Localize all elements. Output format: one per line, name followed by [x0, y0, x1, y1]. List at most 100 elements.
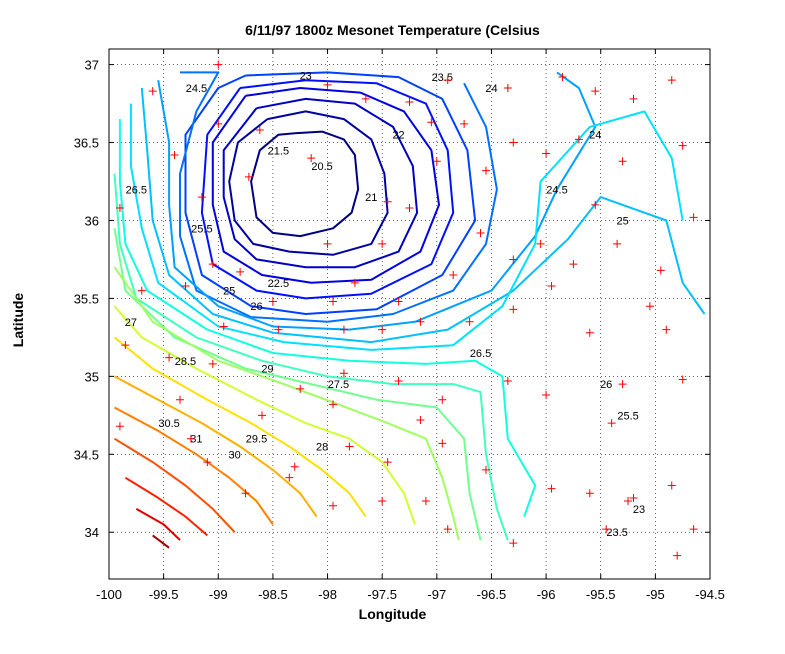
station-marker [421, 497, 430, 506]
x-axis-label: Longitude [358, 606, 427, 622]
y-tick-label: 35 [85, 369, 99, 384]
x-tick-label: -98 [318, 587, 337, 602]
station-marker [607, 419, 616, 428]
station-marker [296, 384, 305, 393]
y-tick-label: 35.5 [74, 291, 99, 306]
station-marker [115, 204, 124, 212]
contour-label: 29.5 [246, 434, 267, 446]
station-marker [427, 118, 436, 127]
plot-area-frame [108, 48, 711, 580]
contour-label: 20.5 [311, 161, 332, 173]
contour-line-27 [113, 266, 460, 541]
contour-line-29 [114, 406, 274, 525]
station-marker [244, 172, 253, 181]
station-marker [476, 228, 485, 237]
contour-label: 23 [300, 71, 312, 83]
contour-label: 23 [633, 504, 645, 516]
station-marker [394, 377, 403, 386]
station-marker [547, 281, 556, 290]
contour-label: 24.5 [186, 83, 207, 95]
contour-line-30-5 [135, 508, 181, 541]
station-marker [257, 411, 266, 420]
x-tick-label: -97 [427, 587, 446, 602]
station-marker [181, 281, 190, 290]
y-tick-label: 34.5 [74, 447, 99, 462]
station-marker [509, 255, 518, 264]
station-marker [645, 302, 654, 311]
station-marker [236, 267, 245, 276]
station-marker [394, 297, 403, 306]
station-marker [307, 154, 316, 163]
station-marker [290, 462, 299, 471]
contour-line-20-5 [250, 130, 360, 238]
station-marker [667, 481, 676, 490]
plot-area-background [109, 49, 710, 579]
station-marker [329, 297, 338, 306]
station-marker [542, 391, 551, 400]
station-marker [662, 325, 671, 334]
station-marker [339, 369, 348, 378]
station-marker [689, 525, 698, 534]
station-marker [405, 98, 414, 106]
contour-label: 26.5 [126, 184, 147, 196]
station-marker [542, 149, 551, 158]
station-marker [186, 434, 195, 443]
x-tick-label: -99 [209, 587, 228, 602]
station-marker [536, 239, 545, 248]
contour-label: 22 [392, 130, 404, 142]
station-marker [443, 76, 452, 85]
station-marker [383, 458, 392, 467]
contour-line-30 [124, 476, 208, 537]
station-marker [176, 395, 185, 404]
station-marker [416, 416, 425, 424]
station-marker [673, 551, 682, 560]
contour-label: 30.5 [158, 418, 179, 430]
station-marker [361, 94, 370, 103]
contour-line-23 [184, 71, 477, 315]
station-marker [503, 377, 512, 386]
contour-label: 23.5 [432, 72, 453, 84]
y-tick-label: 34 [85, 525, 99, 540]
station-marker [618, 380, 627, 389]
station-marker [241, 489, 250, 498]
station-marker [383, 197, 392, 206]
station-marker [339, 325, 348, 334]
station-marker [350, 278, 359, 287]
contour-lines [113, 71, 706, 549]
x-tick-label: -96 [537, 587, 556, 602]
station-marker [170, 151, 179, 159]
contour-line-26 [113, 173, 509, 541]
x-tick-label: -100 [96, 587, 122, 602]
station-marker [268, 297, 277, 306]
contour-label: 27 [125, 317, 137, 329]
station-marker [214, 60, 223, 69]
station-marker [629, 94, 638, 103]
station-marker [558, 73, 567, 82]
contour-label: 26 [250, 301, 262, 313]
contour-label: 24 [589, 130, 601, 142]
station-marker [203, 458, 212, 467]
contour-label: 28.5 [175, 356, 196, 368]
contour-label: 26 [600, 379, 612, 391]
station-markers [115, 60, 698, 560]
station-marker [438, 439, 447, 448]
station-marker [481, 465, 490, 474]
station-marker [378, 239, 387, 248]
station-marker [689, 213, 698, 222]
station-marker [329, 501, 338, 510]
contour-line-21-5 [222, 97, 419, 269]
contour-label: 23.5 [606, 527, 627, 539]
contour-label: 28 [316, 442, 328, 454]
contour-line-29-5 [113, 437, 236, 533]
station-marker [345, 442, 354, 451]
x-tick-label: -95 [646, 587, 665, 602]
contour-label: 26.5 [470, 348, 491, 360]
station-marker [460, 119, 469, 128]
contour-line-22-5 [200, 79, 455, 300]
station-marker [574, 135, 583, 144]
contour-line-26-5 [113, 228, 482, 541]
contour-label: 29 [261, 364, 273, 376]
contour-label: 24 [485, 83, 497, 95]
contour-label: 21.5 [268, 145, 289, 157]
